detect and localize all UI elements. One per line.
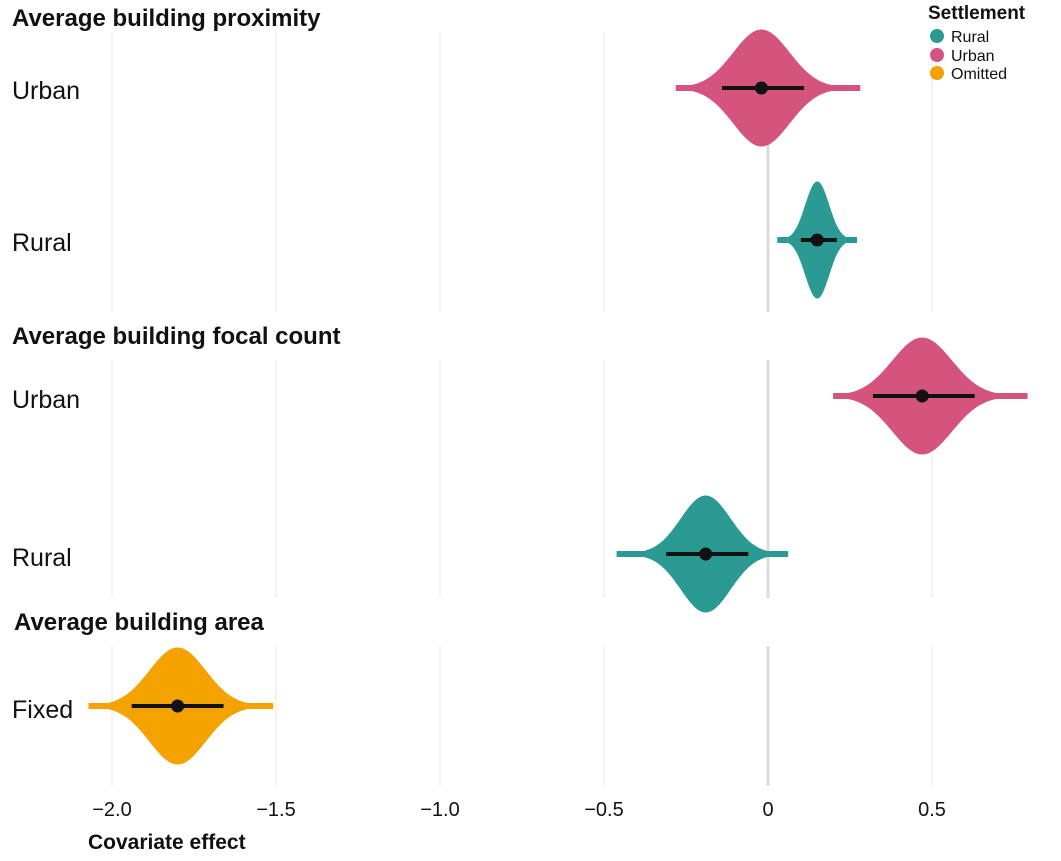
- panel-title-focal-count: Average building focal count: [12, 323, 340, 350]
- x-tick-label-neg0-5: −0.5: [584, 799, 623, 821]
- row-label-area-fixed: Fixed: [12, 696, 73, 724]
- panel-title-area: Average building area: [14, 609, 265, 636]
- violins: [88, 29, 1028, 765]
- median-point-proximity-rural: [810, 233, 824, 247]
- legend-label-omitted: Omitted: [951, 66, 1007, 83]
- x-tick-label-neg1-5: −1.5: [256, 799, 295, 821]
- legend-label-rural: Rural: [951, 29, 989, 46]
- x-axis-title: Covariate effect: [88, 831, 246, 854]
- x-tick-label-zero: 0: [762, 799, 773, 821]
- panel-title-proximity: Average building proximity: [12, 5, 321, 32]
- legend: Settlement Rural Urban Omitted: [928, 3, 1026, 83]
- median-point-area-fixed: [171, 699, 185, 713]
- x-tick-label-neg1: −1.0: [420, 799, 459, 821]
- legend-swatch-omitted: [930, 66, 944, 80]
- median-point-proximity-urban: [754, 81, 768, 95]
- x-tick-label-neg2: −2.0: [92, 799, 131, 821]
- legend-swatch-urban: [930, 48, 944, 62]
- row-label-focal-urban: Urban: [12, 386, 80, 414]
- row-label-proximity-rural: Rural: [12, 229, 72, 257]
- median-point-count-rural: [699, 547, 713, 561]
- gridlines: [111, 32, 933, 786]
- legend-label-urban: Urban: [951, 48, 995, 65]
- row-label-proximity-urban: Urban: [12, 77, 80, 105]
- legend-swatch-rural: [930, 29, 944, 43]
- row-label-focal-rural: Rural: [12, 544, 72, 572]
- legend-title: Settlement: [928, 3, 1026, 24]
- x-tick-label-0-5: 0.5: [918, 799, 946, 821]
- median-point-count-urban: [915, 389, 929, 403]
